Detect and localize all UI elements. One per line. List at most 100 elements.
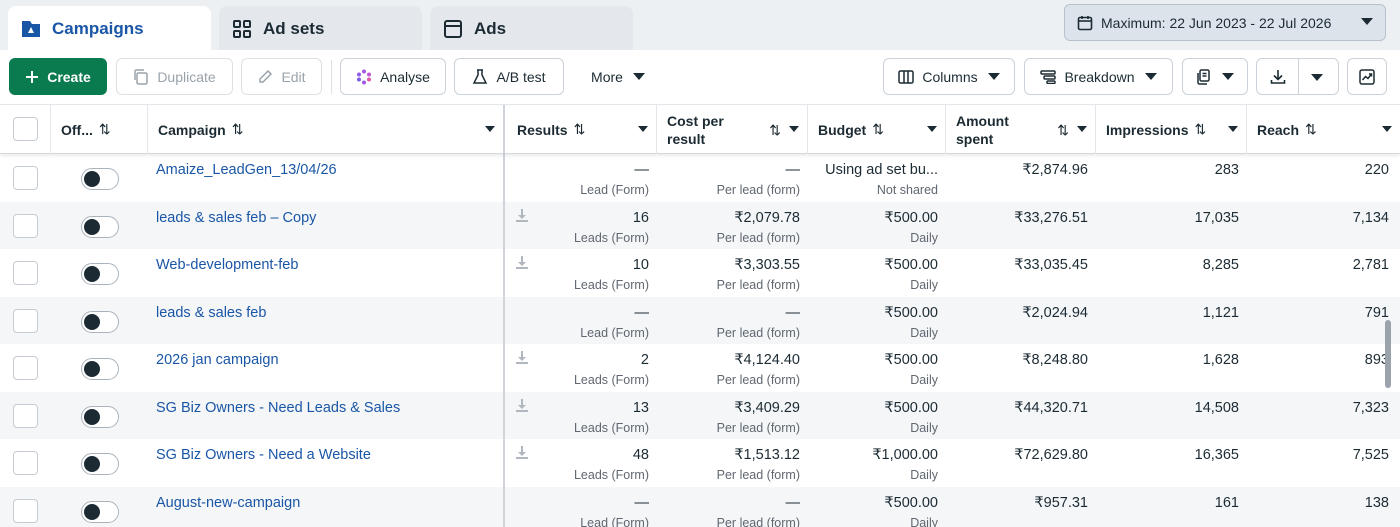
- results-value: 2: [640, 352, 649, 368]
- chevron-down-icon[interactable]: [638, 126, 648, 132]
- campaign-name-link[interactable]: 2026 jan campaign: [156, 352, 279, 368]
- table-row[interactable]: SG Biz Owners - Need Leads & Sales 13 Lead…: [0, 392, 1400, 439]
- sort-icon[interactable]: ⇅: [231, 121, 244, 137]
- campaign-name-link[interactable]: Amaize_LeadGen_13/04/26: [156, 162, 337, 178]
- campaign-status-toggle[interactable]: [81, 358, 119, 380]
- sort-icon[interactable]: ⇅: [1194, 121, 1207, 137]
- analyse-button[interactable]: Analyse: [340, 58, 446, 95]
- download-icon[interactable]: [516, 446, 530, 460]
- impressions-value: 283: [1214, 162, 1239, 178]
- duplicate-label: Duplicate: [157, 68, 216, 85]
- row-checkbox[interactable]: [13, 499, 38, 523]
- vertical-scrollbar[interactable]: [1385, 320, 1391, 388]
- pencil-icon: [257, 69, 273, 85]
- sort-icon[interactable]: ⇅: [769, 121, 781, 138]
- table-row[interactable]: SG Biz Owners - Need a Website 48 Leads (F…: [0, 439, 1400, 486]
- budget-type: Daily: [910, 468, 938, 482]
- row-checkbox[interactable]: [13, 166, 38, 190]
- campaign-status-toggle[interactable]: [81, 453, 119, 475]
- chevron-down-icon[interactable]: [1311, 74, 1323, 81]
- download-icon[interactable]: [1270, 69, 1286, 85]
- date-range-picker[interactable]: Maximum: 22 Jun 2023 - 22 Jul 2026: [1064, 4, 1386, 41]
- campaign-name-link[interactable]: Web-development-feb: [156, 257, 299, 273]
- reach-value: 7,323: [1352, 400, 1389, 416]
- table-row[interactable]: 2026 jan campaign 2 Leads (Form) ₹4,124.40 P…: [0, 344, 1400, 391]
- column-divider: [503, 154, 505, 527]
- campaign-status-toggle[interactable]: [81, 168, 119, 190]
- create-button[interactable]: Create: [9, 58, 107, 95]
- column-header-impressions[interactable]: Impressions ⇅: [1096, 105, 1247, 154]
- column-header-off[interactable]: Off... ⇅: [51, 105, 148, 154]
- columns-dropdown[interactable]: Columns: [883, 58, 1015, 95]
- sort-icon[interactable]: ⇅: [1305, 121, 1317, 137]
- campaign-status-toggle[interactable]: [81, 501, 119, 523]
- edit-button[interactable]: Edit: [241, 58, 322, 95]
- column-header-campaign[interactable]: Campaign ⇅: [148, 105, 505, 154]
- amount-spent-value: ₹2,024.94: [1022, 305, 1088, 321]
- column-header-budget[interactable]: Budget ⇅: [808, 105, 946, 154]
- columns-label: Columns: [922, 68, 978, 85]
- column-header-amount-spent[interactable]: Amount spent ⇅: [946, 105, 1096, 154]
- sort-icon[interactable]: ⇅: [573, 121, 586, 137]
- chevron-down-icon: [632, 73, 645, 80]
- campaign-name-link[interactable]: August-new-campaign: [156, 495, 301, 511]
- row-checkbox[interactable]: [13, 309, 38, 333]
- sort-icon[interactable]: ⇅: [872, 121, 884, 137]
- reach-value: 7,525: [1352, 447, 1389, 463]
- chevron-down-icon[interactable]: [485, 126, 495, 132]
- ab-test-button[interactable]: A/B test: [454, 58, 564, 95]
- column-header-reach[interactable]: Reach ⇅: [1247, 105, 1400, 154]
- campaign-name-link[interactable]: leads & sales feb: [156, 305, 267, 321]
- select-all-cell: [0, 105, 51, 154]
- campaign-status-toggle[interactable]: [81, 311, 119, 333]
- row-checkbox[interactable]: [13, 356, 38, 380]
- sort-icon[interactable]: ⇅: [98, 121, 111, 137]
- columns-icon: [898, 69, 915, 84]
- select-all-checkbox[interactable]: [13, 117, 38, 141]
- download-icon[interactable]: [516, 351, 530, 365]
- table-row[interactable]: Web-development-feb 10 Leads (Form) ₹3,303.…: [0, 249, 1400, 296]
- duplicate-icon: [133, 68, 149, 85]
- campaign-name-link[interactable]: SG Biz Owners - Need a Website: [156, 447, 371, 463]
- chevron-down-icon[interactable]: [789, 126, 799, 132]
- chevron-down-icon[interactable]: [1077, 126, 1087, 132]
- chevron-down-icon[interactable]: [1228, 126, 1238, 132]
- campaign-status-toggle[interactable]: [81, 263, 119, 285]
- table-row[interactable]: leads & sales feb – Copy 16 Leads (Form) ₹2…: [0, 202, 1400, 249]
- breakdown-dropdown[interactable]: Breakdown: [1024, 58, 1173, 95]
- reports-dropdown[interactable]: [1182, 58, 1248, 95]
- download-icon[interactable]: [516, 256, 530, 270]
- amount-spent-value: ₹2,874.96: [1022, 162, 1088, 178]
- grid-icon: [231, 18, 253, 40]
- more-dropdown[interactable]: More: [578, 58, 658, 95]
- tab-campaigns[interactable]: Campaigns: [8, 6, 211, 52]
- cost-per-result-type: Per lead (form): [716, 421, 800, 435]
- row-checkbox[interactable]: [13, 214, 38, 238]
- download-icon[interactable]: [516, 209, 530, 223]
- column-header-cost-per-result[interactable]: Cost per result ⇅: [657, 105, 808, 154]
- sort-icon[interactable]: ⇅: [1057, 121, 1069, 138]
- tab-ads[interactable]: Ads: [430, 6, 633, 52]
- campaign-name-link[interactable]: leads & sales feb – Copy: [156, 210, 317, 226]
- export-split-button[interactable]: [1256, 58, 1339, 95]
- tab-ad-sets[interactable]: Ad sets: [219, 6, 422, 52]
- chart-trend-icon: [1359, 68, 1375, 85]
- reach-value: 138: [1364, 495, 1389, 511]
- reach-value: 893: [1364, 352, 1389, 368]
- table-row[interactable]: leads & sales feb — Lead (Form) — Per lead (…: [0, 297, 1400, 344]
- download-icon[interactable]: [516, 399, 530, 413]
- chevron-down-icon[interactable]: [927, 126, 937, 132]
- chevron-down-icon: [987, 73, 1000, 80]
- row-checkbox[interactable]: [13, 451, 38, 475]
- campaign-status-toggle[interactable]: [81, 216, 119, 238]
- campaign-status-toggle[interactable]: [81, 406, 119, 428]
- table-row[interactable]: Amaize_LeadGen_13/04/26 — Lead (Form) — Per …: [0, 154, 1400, 201]
- row-checkbox[interactable]: [13, 404, 38, 428]
- table-row[interactable]: August-new-campaign — Lead (Form) — Per lead…: [0, 487, 1400, 527]
- chevron-down-icon[interactable]: [1382, 126, 1392, 132]
- column-header-results[interactable]: Results ⇅: [507, 105, 657, 154]
- row-checkbox[interactable]: [13, 261, 38, 285]
- campaign-name-link[interactable]: SG Biz Owners - Need Leads & Sales: [156, 400, 401, 416]
- charts-toggle-button[interactable]: [1347, 58, 1387, 95]
- duplicate-button[interactable]: Duplicate: [116, 58, 233, 95]
